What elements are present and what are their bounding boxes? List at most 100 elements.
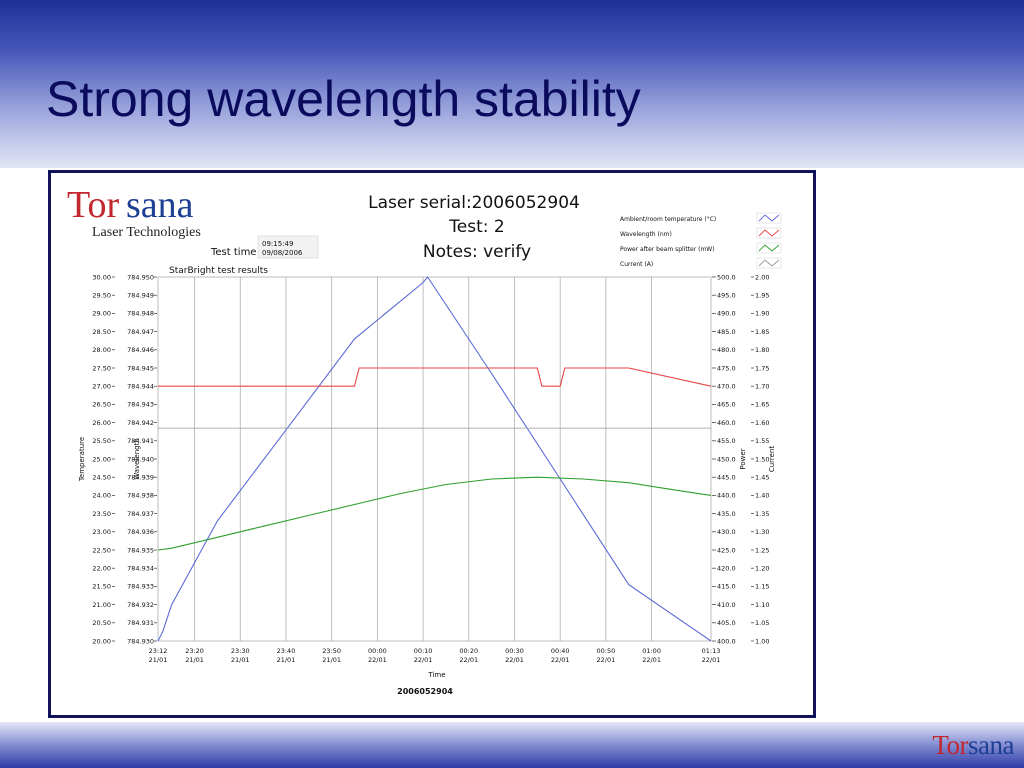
test-date-value: 09/08/2006	[262, 249, 303, 257]
power-tick-label: 440.0	[717, 492, 736, 500]
wavelength-tick-label: 784.933	[127, 583, 154, 591]
x-tick-label: 21/01	[149, 656, 168, 664]
temperature-tick-label: 23.50	[92, 510, 111, 518]
chart-legend: Ambient/room temperature (°C) Wavelength …	[620, 212, 782, 269]
wavelength-tick-label: 784.950	[127, 273, 154, 281]
current-tick-label: 1.20	[755, 565, 769, 573]
temperature-tick-label: 25.50	[92, 437, 111, 445]
legend-line	[758, 214, 780, 222]
x-tick-label: 00:00	[368, 647, 387, 655]
x-tick-label: 22/01	[459, 656, 478, 664]
power-tick-label: 465.0	[717, 401, 736, 409]
wavelength-tick-label: 784.946	[127, 346, 154, 354]
power-tick-label: 425.0	[717, 546, 736, 554]
wavelength-tick-label: 784.935	[127, 546, 154, 554]
x-tick-label: 21/01	[231, 656, 250, 664]
x-tick-label: 01:00	[642, 647, 661, 655]
current-tick-label: 1.80	[755, 346, 769, 354]
current-tick-label: 1.10	[755, 601, 769, 609]
temperature-tick-label: 20.50	[92, 619, 111, 627]
temperature-tick-label: 27.00	[92, 383, 111, 391]
power-tick-label: 475.0	[717, 364, 736, 372]
current-tick-label: 1.40	[755, 492, 769, 500]
temperature-tick-label: 25.00	[92, 455, 111, 463]
chart-title-line-1: Laser serial:2006052904	[368, 193, 580, 213]
x-tick-label: 21/01	[185, 656, 204, 664]
current-tick-label: 1.75	[755, 364, 769, 372]
wavelength-tick-label: 784.938	[127, 492, 154, 500]
logo-subtitle: Laser Technologies	[92, 225, 201, 240]
legend-line	[758, 244, 780, 252]
temperature-tick-label: 27.50	[92, 364, 111, 372]
wavelength-tick-label: 784.934	[127, 565, 154, 573]
power-tick-label: 430.0	[717, 528, 736, 536]
wavelength-tick-label: 784.930	[127, 637, 154, 645]
x-tick-label: 22/01	[368, 656, 387, 664]
power-tick-label: 400.0	[717, 637, 736, 645]
temperature-axis-label: Temperature	[78, 437, 86, 482]
chart-title-line-2: Test: 2	[448, 217, 504, 237]
x-tick-label: 21/01	[322, 656, 341, 664]
power-tick-label: 450.0	[717, 455, 736, 463]
test-time-label: Test time	[210, 247, 256, 258]
x-tick-label: 23:20	[185, 647, 204, 655]
current-tick-label: 1.90	[755, 310, 769, 318]
page-title: Strong wavelength stability	[46, 71, 641, 127]
wavelength-tick-label: 784.943	[127, 401, 154, 409]
x-tick-label: 22/01	[414, 656, 433, 664]
power-tick-label: 435.0	[717, 510, 736, 518]
chart-title-line-3: Notes: verify	[423, 242, 531, 262]
current-tick-label: 1.45	[755, 474, 769, 482]
power-tick-label: 485.0	[717, 328, 736, 336]
footer-bar	[0, 722, 1024, 768]
x-axis-label: Time	[427, 671, 445, 679]
power-tick-label: 405.0	[717, 619, 736, 627]
temperature-tick-label: 28.00	[92, 346, 111, 354]
current-tick-label: 1.35	[755, 510, 769, 518]
current-tick-label: 1.70	[755, 383, 769, 391]
current-tick-label: 1.30	[755, 528, 769, 536]
x-tick-label: 22/01	[702, 656, 721, 664]
x-axis: 23:1221/0123:2021/0123:3021/0123:4021/01…	[149, 647, 721, 664]
wavelength-tick-label: 784.945	[127, 364, 154, 372]
x-tick-label: 00:20	[459, 647, 478, 655]
legend-label: Power after beam splitter (mW)	[620, 246, 715, 253]
x-tick-label: 23:50	[322, 647, 341, 655]
current-tick-label: 1.85	[755, 328, 769, 336]
temperature-tick-label: 30.00	[92, 273, 111, 281]
power-tick-label: 470.0	[717, 383, 736, 391]
footer-logo-tor: Tor	[932, 730, 969, 760]
x-tick-label: 23:30	[231, 647, 250, 655]
temperature-tick-label: 23.00	[92, 528, 111, 536]
current-tick-label: 1.25	[755, 546, 769, 554]
current-tick-label: 1.50	[755, 455, 769, 463]
test-time-value: 09:15:49	[262, 240, 293, 248]
power-tick-label: 415.0	[717, 583, 736, 591]
x-tick-label: 22/01	[642, 656, 661, 664]
legend-label: Current (A)	[620, 261, 653, 268]
power-tick-label: 420.0	[717, 565, 736, 573]
wavelength-tick-label: 784.941	[127, 437, 154, 445]
power-tick-label: 490.0	[717, 310, 736, 318]
x-tick-label: 00:50	[597, 647, 616, 655]
x-tick-label: 22/01	[551, 656, 570, 664]
wavelength-tick-label: 784.932	[127, 601, 154, 609]
temperature-tick-label: 21.50	[92, 583, 111, 591]
x-tick-label: 00:40	[551, 647, 570, 655]
legend-line	[758, 229, 780, 237]
current-tick-label: 2.00	[755, 273, 769, 281]
power-tick-label: 480.0	[717, 346, 736, 354]
footer-logo: Torsana	[932, 730, 1014, 761]
current-tick-label: 1.55	[755, 437, 769, 445]
logo-tor: Tor	[67, 184, 120, 226]
current-tick-label: 1.15	[755, 583, 769, 591]
plot-border	[157, 276, 712, 642]
temperature-tick-label: 21.00	[92, 601, 111, 609]
logo-sana: sana	[126, 184, 194, 226]
temperature-tick-label: 20.00	[92, 637, 111, 645]
title-banner	[0, 0, 1024, 168]
current-tick-label: 1.65	[755, 401, 769, 409]
wavelength-tick-label: 784.942	[127, 419, 154, 427]
wavelength-axis-label: Wavelength	[133, 438, 141, 480]
wavelength-tick-label: 784.940	[127, 455, 154, 463]
